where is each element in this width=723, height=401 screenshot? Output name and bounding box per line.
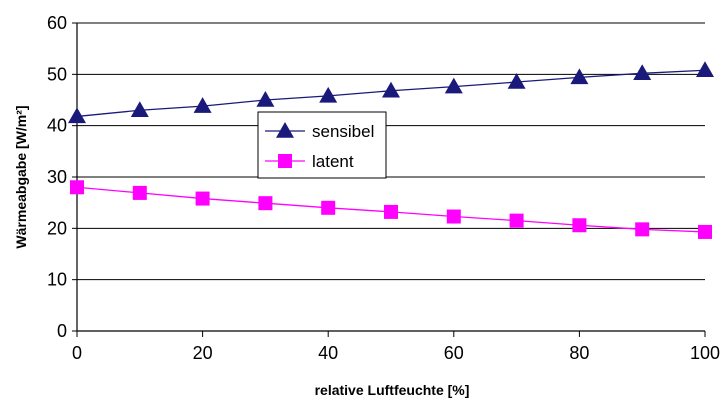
series-sensibel bbox=[68, 61, 714, 124]
point-latent-9 bbox=[635, 222, 650, 237]
axes bbox=[72, 22, 706, 337]
y-tick-label-1: 10 bbox=[47, 270, 67, 290]
point-sensibel-8 bbox=[570, 68, 589, 85]
series-layer bbox=[68, 61, 714, 239]
x-tick-label-4: 80 bbox=[569, 343, 589, 363]
point-sensibel-0 bbox=[68, 107, 86, 124]
gridlines bbox=[77, 22, 705, 281]
point-sensibel-4 bbox=[319, 86, 338, 103]
point-latent-2 bbox=[195, 191, 210, 206]
point-latent-10 bbox=[698, 224, 712, 239]
legend-marker-sensibel bbox=[276, 122, 294, 138]
legend: sensibel latent bbox=[257, 111, 387, 179]
point-latent-8 bbox=[572, 218, 587, 233]
point-sensibel-1 bbox=[130, 101, 149, 118]
x-tick-label-5: 100 bbox=[690, 343, 720, 363]
point-latent-5 bbox=[384, 204, 398, 219]
point-latent-6 bbox=[446, 209, 461, 224]
legend-marker-latent bbox=[278, 154, 292, 168]
y-tick-label-6: 60 bbox=[47, 13, 67, 33]
y-tick-label-5: 50 bbox=[47, 64, 67, 84]
point-latent-0 bbox=[70, 180, 84, 195]
x-tick-label-2: 40 bbox=[318, 343, 338, 363]
point-sensibel-9 bbox=[633, 64, 652, 81]
point-sensibel-3 bbox=[256, 91, 275, 107]
point-latent-7 bbox=[509, 213, 524, 228]
point-sensibel-10 bbox=[696, 61, 714, 77]
y-tick-label-0: 0 bbox=[57, 321, 67, 341]
x-tick-label-0: 0 bbox=[72, 343, 82, 363]
y-tick-label-3: 30 bbox=[47, 167, 67, 187]
x-tick-label-3: 60 bbox=[444, 343, 464, 363]
x-axis-label: relative Luftfeuchte [%] bbox=[315, 382, 470, 398]
y-tick-label-2: 20 bbox=[47, 218, 67, 238]
x-tick-label-1: 20 bbox=[193, 343, 213, 363]
point-latent-3 bbox=[258, 196, 273, 211]
legend-label-sensibel: sensibel bbox=[312, 122, 374, 141]
point-sensibel-2 bbox=[193, 97, 212, 113]
point-sensibel-5 bbox=[382, 81, 400, 98]
point-latent-1 bbox=[132, 185, 147, 200]
series-latent bbox=[70, 180, 712, 239]
legend-label-latent: latent bbox=[312, 152, 354, 171]
y-tick-labels: 0 10 20 30 40 50 60 bbox=[47, 13, 67, 341]
point-sensibel-7 bbox=[507, 73, 526, 89]
y-axis-label: Wärmeabgabe [W/m²] bbox=[13, 105, 29, 248]
x-tick-labels: 0 20 40 60 80 100 bbox=[72, 343, 720, 363]
point-latent-4 bbox=[321, 200, 336, 215]
point-sensibel-6 bbox=[444, 77, 463, 94]
y-tick-label-4: 40 bbox=[47, 116, 67, 136]
